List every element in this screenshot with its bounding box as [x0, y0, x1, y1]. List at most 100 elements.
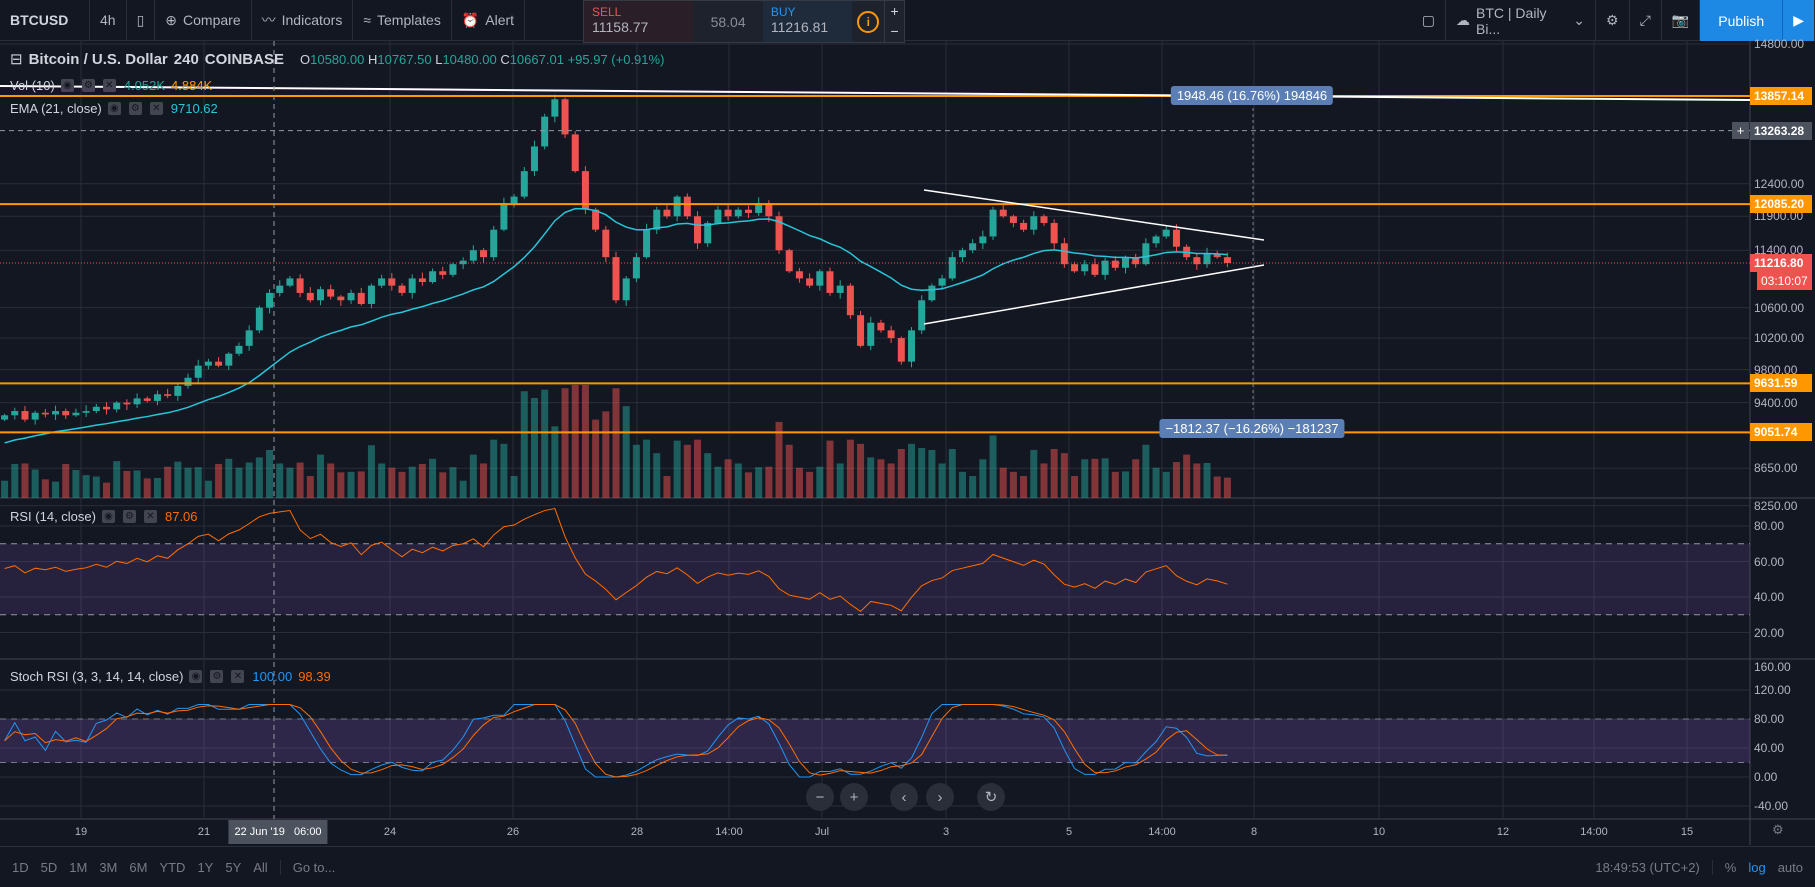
- goto-button[interactable]: Go to...: [279, 859, 335, 875]
- fullscreen-button[interactable]: ⤢: [1630, 0, 1662, 41]
- snapshot-button[interactable]: 📷: [1662, 0, 1701, 41]
- volume-bar: [694, 439, 702, 498]
- candle-body: [541, 116, 549, 147]
- candle-body: [153, 394, 161, 401]
- candle-body: [958, 250, 966, 258]
- volume-bar: [510, 476, 518, 498]
- stoch-tick-label: 0.00: [1754, 770, 1778, 784]
- vol-title[interactable]: Vol (10): [10, 78, 55, 93]
- log-toggle[interactable]: log: [1748, 859, 1766, 875]
- replay-button[interactable]: ▶: [1782, 0, 1815, 41]
- percent-toggle[interactable]: %: [1711, 859, 1736, 875]
- rsi-tick-label: 20.00: [1754, 625, 1785, 640]
- candle-body: [653, 209, 661, 230]
- time-tick-label: 24: [383, 826, 397, 838]
- volume-bar: [887, 463, 895, 498]
- multi-layout-button[interactable]: ▢: [1412, 0, 1447, 41]
- volume-bar: [1, 480, 9, 498]
- close-icon[interactable]: ✕: [149, 102, 163, 115]
- volume-bar: [82, 475, 90, 498]
- volume-bar: [429, 458, 437, 498]
- volume-bar: [164, 466, 172, 498]
- range-button-3m[interactable]: 3M: [99, 859, 118, 875]
- zoom-out-button[interactable]: −: [806, 783, 834, 811]
- buy-button[interactable]: BUY 11216.81: [762, 1, 853, 42]
- candle-body: [999, 209, 1007, 217]
- quantity-plus[interactable]: +: [890, 3, 899, 19]
- gear-icon[interactable]: ⚙: [122, 510, 136, 523]
- range-button-all[interactable]: All: [253, 859, 268, 875]
- candle-body: [938, 278, 946, 286]
- symbol-title[interactable]: Bitcoin / U.S. Dollar: [28, 50, 168, 68]
- volume-bar: [408, 466, 416, 498]
- stoch-title[interactable]: Stoch RSI (3, 3, 14, 14, close): [10, 669, 184, 684]
- range-button-ytd[interactable]: YTD: [159, 859, 186, 875]
- range-button-1y[interactable]: 1Y: [197, 859, 214, 875]
- gear-icon[interactable]: ⚙: [81, 79, 95, 92]
- eye-icon[interactable]: ◉: [107, 102, 121, 115]
- eye-icon[interactable]: ◉: [60, 79, 74, 92]
- volume-bar: [378, 463, 386, 498]
- close-icon[interactable]: ✕: [143, 510, 157, 523]
- auto-toggle[interactable]: auto: [1777, 859, 1803, 875]
- candle-body: [469, 250, 477, 261]
- candle-body: [337, 296, 345, 301]
- range-button-1d[interactable]: 1D: [12, 859, 29, 875]
- range-button-1m[interactable]: 1M: [69, 859, 88, 875]
- chart-type-button[interactable]: ▯: [127, 0, 156, 41]
- close-icon[interactable]: ✕: [102, 79, 116, 92]
- zoom-in-button[interactable]: +: [840, 783, 868, 811]
- compare-button[interactable]: ⊕ Compare: [155, 0, 252, 41]
- symbol-search[interactable]: BTCUSD: [0, 0, 90, 41]
- candle-body: [357, 292, 365, 304]
- eye-icon[interactable]: ◉: [101, 510, 115, 523]
- candle-body: [673, 196, 681, 217]
- publish-button[interactable]: Publish: [1700, 0, 1783, 41]
- gear-icon[interactable]: ⚙: [128, 102, 142, 115]
- candle-body: [755, 203, 763, 213]
- quantity-minus[interactable]: −: [890, 23, 899, 39]
- axis-settings-icon[interactable]: ⚙: [1772, 822, 1784, 837]
- gear-icon[interactable]: ⚙: [210, 670, 224, 683]
- info-button[interactable]: i: [852, 1, 884, 42]
- candle-body: [1050, 222, 1058, 244]
- eye-icon[interactable]: ◉: [189, 670, 203, 683]
- alert-button[interactable]: ⏰ Alert: [452, 0, 526, 41]
- volume-bar: [174, 461, 182, 498]
- scroll-right-button[interactable]: ›: [926, 783, 954, 811]
- volume-bar: [1040, 463, 1048, 498]
- volume-bar: [1020, 476, 1028, 498]
- range-button-6m[interactable]: 6M: [129, 859, 148, 875]
- templates-button[interactable]: ≈ Templates: [353, 0, 452, 41]
- rsi-title[interactable]: RSI (14, close): [10, 509, 96, 524]
- candle-body: [266, 292, 274, 308]
- close-icon[interactable]: ✕: [231, 670, 245, 683]
- collapse-icon[interactable]: ⊟: [10, 51, 23, 68]
- candle-body: [62, 411, 70, 416]
- indicators-button[interactable]: 〰 Indicators: [252, 0, 354, 41]
- stoch-tick-label: -40.00: [1754, 799, 1789, 813]
- info-icon: i: [857, 10, 880, 33]
- range-button-5y[interactable]: 5Y: [225, 859, 242, 875]
- sell-button[interactable]: SELL 11158.77: [584, 1, 694, 42]
- reset-chart-button[interactable]: ↻: [977, 783, 1005, 811]
- time-tick-label: 21: [197, 826, 211, 838]
- range-button-5d[interactable]: 5D: [40, 859, 58, 875]
- volume-bar: [622, 406, 630, 498]
- measure-label-up[interactable]: 1948.46 (16.76%) 194846: [1170, 86, 1334, 105]
- time-tick-label: 3: [942, 826, 950, 838]
- layout-select[interactable]: ☁ BTC | Daily Bi... ⌄: [1446, 0, 1597, 41]
- settings-button[interactable]: ⚙: [1596, 0, 1630, 41]
- candle-body: [113, 402, 121, 410]
- volume-bar: [867, 457, 875, 498]
- volume-bar: [439, 472, 447, 498]
- volume-bar: [347, 471, 355, 498]
- clock: 18:49:53 (UTC+2): [1595, 859, 1700, 875]
- vol-value: 4.052K: [123, 78, 166, 93]
- interval-button[interactable]: 4h: [90, 0, 127, 41]
- scroll-left-button[interactable]: ‹: [890, 783, 918, 811]
- volume-bar: [184, 467, 192, 498]
- measure-label-down[interactable]: −1812.37 (−16.26%) −181237: [1159, 419, 1345, 438]
- ema-title[interactable]: EMA (21, close): [10, 101, 102, 116]
